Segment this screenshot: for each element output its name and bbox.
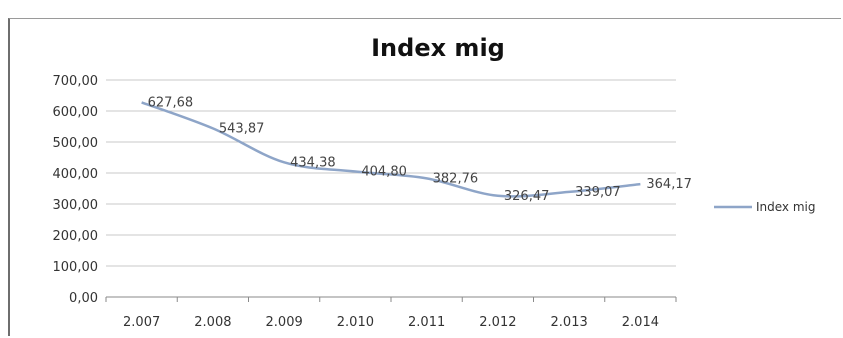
legend-label: Index mig	[756, 200, 816, 214]
x-tick-label: 2.014	[622, 315, 659, 330]
x-tick-label: 2.010	[337, 315, 374, 330]
x-tick-label: 2.013	[551, 315, 588, 330]
data-label: 364,17	[646, 177, 692, 192]
y-tick-label: 200,00	[53, 229, 99, 244]
y-tick-label: 400,00	[53, 167, 99, 182]
data-labels: 627,68 543,87 434,38 404,80 382,76 326,47 339,…	[148, 95, 692, 203]
data-label: 382,76	[433, 171, 479, 186]
x-tick-label: 2.012	[479, 315, 516, 330]
legend: Index mig	[714, 200, 816, 214]
y-tick-label: 600,00	[53, 105, 99, 120]
y-axis-ticks: 0,00 100,00 200,00 300,00 400,00 500,00 600,00…	[53, 74, 99, 306]
x-tick-label: 2.009	[266, 315, 303, 330]
y-tick-label: 100,00	[53, 260, 99, 275]
x-tick-label: 2.008	[194, 315, 231, 330]
chart-title: Index mig	[371, 34, 505, 62]
y-tick-label: 300,00	[53, 198, 99, 213]
data-label: 404,80	[361, 165, 407, 180]
y-tick-label: 700,00	[53, 74, 99, 89]
x-tick-label: 2.011	[408, 315, 445, 330]
x-tick-label: 2.007	[123, 315, 160, 330]
series-line-index-mig	[141, 101, 641, 198]
data-label: 627,68	[148, 95, 194, 110]
data-label: 434,38	[290, 155, 336, 170]
y-tick-label: 0,00	[69, 291, 98, 306]
x-axis-ticks: 2.007 2.008 2.009 2.010 2.011 2.012 2.013 2.014	[105, 297, 677, 330]
data-label: 339,07	[575, 185, 621, 200]
data-label: 543,87	[219, 121, 265, 136]
y-tick-label: 500,00	[53, 136, 99, 151]
data-label: 326,47	[504, 189, 550, 204]
